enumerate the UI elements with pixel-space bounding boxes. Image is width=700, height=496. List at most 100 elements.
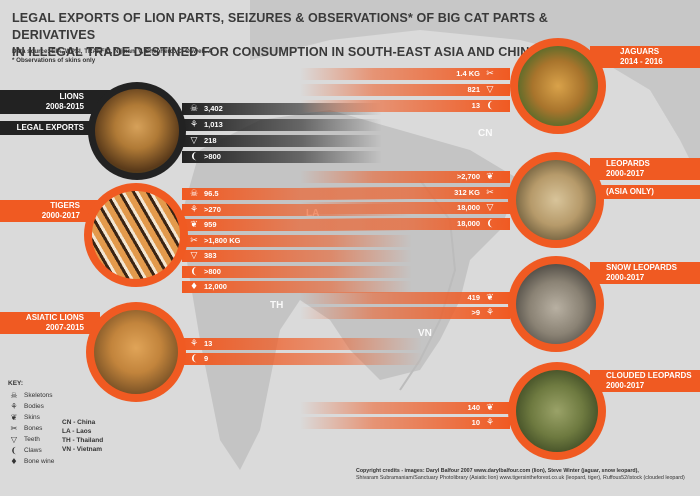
- bones-icon: ✂: [486, 187, 494, 198]
- leopards-value: 18,000: [457, 218, 480, 228]
- country-abbreviations: CN - China LA - Laos TH - Thailand VN - Vie…: [62, 418, 103, 454]
- leopards-bar: [300, 202, 510, 214]
- leopards-years: 2000-2017: [606, 169, 645, 178]
- skins-icon: ❦: [190, 220, 198, 230]
- tigers-bar: [182, 234, 412, 247]
- country-abbreviation: VN - Vietnam: [62, 446, 102, 453]
- image-credits: Copyright credits - images: Daryl Balfou…: [356, 468, 696, 482]
- leopards-value: >2,700: [456, 172, 480, 181]
- tigers-bar: [182, 281, 412, 293]
- leopards-bar: [300, 171, 510, 183]
- leopard-photo: [516, 160, 596, 240]
- tigers-years: 2000-2017: [41, 211, 80, 220]
- tigers-name-text: TIGERS: [50, 201, 80, 210]
- claws-icon: ❨: [486, 101, 494, 111]
- snow-leopard-photo: [516, 264, 596, 344]
- asiatic-lions-years: 2007-2015: [45, 323, 84, 332]
- lions-sub-band: [0, 121, 110, 135]
- lions-value: 3,402: [204, 104, 223, 113]
- snow-leopards-label-band: [590, 262, 700, 284]
- snow_leopards-value: >9: [471, 308, 480, 317]
- body-icon: ⚘: [189, 339, 199, 349]
- snow_leopards-bar: [300, 307, 510, 319]
- leopards-label-band: [590, 158, 700, 180]
- jaguars-bar: [300, 68, 510, 80]
- key-item: ♦ Bone wine: [8, 456, 54, 467]
- jaguars-label-band: [590, 46, 700, 68]
- leopards-sub-band: [590, 185, 700, 199]
- credits-line-1: Copyright credits - images: Daryl Balfou…: [356, 468, 639, 474]
- jaguars-value: 13: [471, 101, 480, 110]
- title-line-2: IN ILLEGAL TRADE DESTINED FOR CONSUMPTIO…: [12, 45, 539, 59]
- clouded-leopards-name-text: CLOUDED LEOPARDS: [606, 371, 692, 380]
- tigers-label-band: [0, 200, 100, 222]
- key-item-label: Bones: [24, 425, 43, 432]
- claws-icon: ❨: [190, 354, 198, 364]
- lions-bar: [182, 135, 382, 147]
- clouded-leopards-years: 2000-2017: [606, 381, 645, 390]
- bones-icon: ✂: [486, 69, 494, 79]
- map-label-vn: VN: [418, 328, 432, 339]
- key-item-label: Skeletons: [24, 392, 53, 399]
- lions-value: 1,013: [204, 120, 223, 129]
- leopards-bar: [300, 186, 510, 199]
- tigers-value: 959: [204, 220, 217, 229]
- jaguars-value: 821: [467, 85, 480, 94]
- asiatic-lions-name-text: ASIATIC LIONS: [25, 313, 84, 322]
- lions-bar: [182, 119, 382, 131]
- lions-value: 218: [204, 136, 217, 145]
- lions-years: 2008-2015: [45, 102, 84, 111]
- key-item: ❦ Skins: [8, 412, 54, 423]
- clouded_leopards-bar: [300, 402, 510, 414]
- lions-name-text: LIONS: [59, 92, 84, 101]
- key-item: ☠ Skeletons: [8, 390, 54, 401]
- china-landmass: [250, 0, 700, 180]
- bone-wine-icon: ♦: [189, 282, 199, 292]
- leopards-bar: [300, 217, 510, 230]
- tigers-bar: [182, 250, 412, 262]
- snow-leopards-name: SNOW LEOPARDS 2000-2017: [606, 263, 698, 283]
- lions-name: LIONS 2008-2015: [6, 92, 84, 112]
- body-icon: ⚘: [10, 402, 18, 411]
- clouded-leopards-name: CLOUDED LEOPARDS 2000-2017: [606, 371, 698, 391]
- credits-line-2: Shivaram Subramaniam/Sanctuary Photolibr…: [356, 475, 685, 481]
- page-title: LEGAL EXPORTS OF LION PARTS, SEIZURES & …: [12, 10, 572, 61]
- key-item-label: Skins: [24, 414, 40, 421]
- claws-icon: ❨: [10, 446, 18, 455]
- tigers-value: >800: [204, 266, 221, 276]
- teeth-icon: ▽: [190, 251, 198, 261]
- data-source: Data source: EIA, WPSI, TRAFFIC, Nijman.…: [12, 48, 213, 55]
- asiatic_lions-bar: [182, 353, 422, 365]
- bones-icon: ✂: [190, 235, 198, 246]
- title-line-1: LEGAL EXPORTS OF LION PARTS, SEIZURES & …: [12, 11, 548, 42]
- skeleton-icon: ☠: [10, 391, 18, 400]
- lion-photo: [95, 89, 179, 173]
- asiatic_lions-value: 13: [204, 339, 213, 348]
- asiatic_lions-bar: [182, 338, 422, 350]
- skins-icon: ❦: [486, 293, 494, 303]
- key-item-label: Bodies: [24, 403, 44, 410]
- asiatic_lions-value: 9: [204, 354, 209, 363]
- key-items: ☠ Skeletons ⚘ Bodies ❦ Skins ✂ Bones ▽ Teeth ❨ Claw…: [8, 390, 54, 467]
- leopards-value: 18,000: [457, 203, 480, 212]
- tigers-name: TIGERS 2000-2017: [6, 201, 80, 221]
- clouded-leopards-label-band: [590, 370, 700, 392]
- tigers-value: 12,000: [204, 282, 227, 291]
- skins-icon: ❦: [10, 413, 18, 422]
- key-item-label: Teeth: [24, 436, 40, 443]
- clouded_leopards-bar: [300, 417, 510, 429]
- body-icon: ⚘: [485, 308, 495, 318]
- teeth-icon: ▽: [190, 136, 198, 146]
- body-icon: ⚘: [485, 418, 495, 428]
- key-item-label: Bone wine: [24, 458, 55, 465]
- country-abbreviation: TH - Thailand: [62, 437, 104, 444]
- claws-icon: ❨: [486, 218, 494, 229]
- key-item: ❨ Claws: [8, 445, 54, 456]
- teeth-icon: ▽: [486, 85, 494, 95]
- bone-wine-icon: ♦: [10, 457, 18, 466]
- bones-icon: ✂: [10, 424, 18, 433]
- leopards-name: LEOPARDS 2000-2017: [606, 159, 698, 179]
- claws-icon: ❨: [190, 152, 198, 162]
- key-legend: KEY: ☠ Skeletons ⚘ Bodies ❦ Skins ✂ Bones ▽ Teeth…: [8, 380, 54, 467]
